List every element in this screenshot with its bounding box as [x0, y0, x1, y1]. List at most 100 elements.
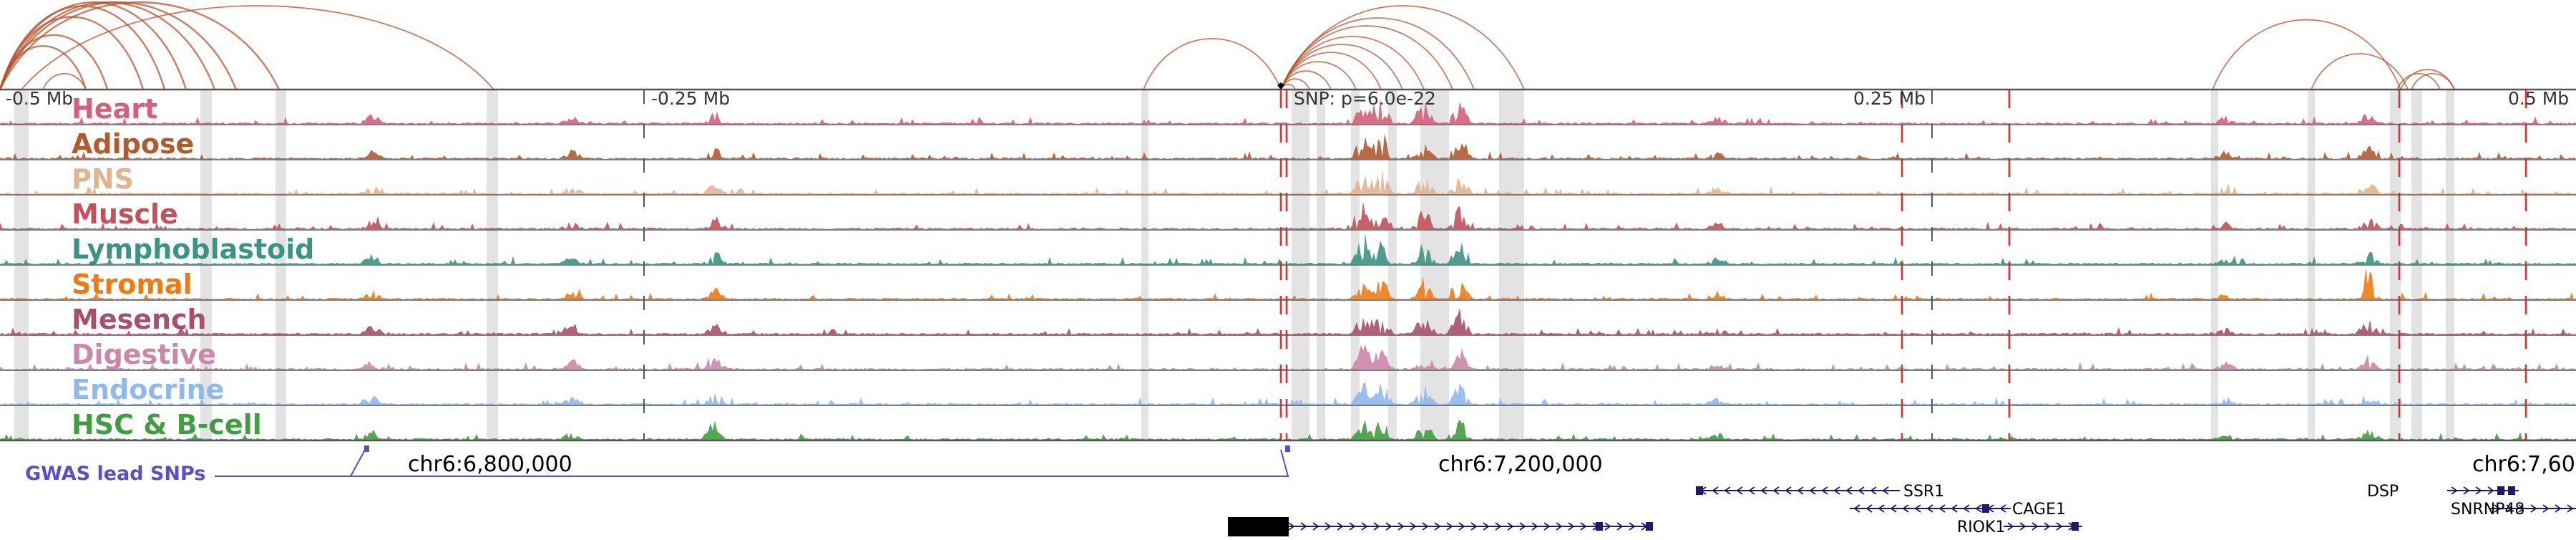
gene-riok1: RIOK1: [1957, 519, 2082, 536]
signal-area: [0, 344, 2576, 370]
strand-arrow: [1361, 522, 1368, 531]
loop-anchor: [1277, 82, 1284, 90]
signal-track-0: Heart: [0, 93, 2576, 125]
track-label: Digestive: [72, 339, 216, 370]
strand-arrow: [1809, 486, 1816, 495]
strand-arrow: [1724, 486, 1731, 495]
exon: [2497, 486, 2504, 495]
strand-arrow: [1495, 522, 1502, 531]
strand-arrow: [1712, 486, 1719, 495]
gene-dsp: DSP: [2367, 483, 2519, 501]
strand-arrow: [2506, 504, 2513, 513]
exon: [1696, 486, 1703, 495]
strand-arrow: [2031, 522, 2039, 531]
track-frame: [0, 88, 2576, 442]
gwas-snp-marker: [1285, 445, 1290, 452]
strand-arrow: [1629, 522, 1636, 531]
gene-label: DSP: [2367, 483, 2399, 501]
strand-arrow: [1324, 522, 1332, 531]
loop-arc: [2400, 69, 2455, 90]
signal-area: [0, 382, 2576, 405]
strand-arrow: [1397, 522, 1405, 531]
strand-arrow: [1902, 504, 1909, 513]
signal-area: [0, 169, 2576, 194]
loop-arc: [1280, 5, 1525, 90]
signal-track-8: Endocrine: [0, 374, 2576, 405]
strand-arrow: [2487, 486, 2494, 495]
signal-area: [0, 97, 2576, 124]
strand-arrow: [2056, 522, 2063, 531]
strand-arrow: [1300, 522, 1307, 531]
track-label: Mesench: [72, 304, 207, 335]
gene-label: CAGE1: [2012, 501, 2066, 519]
signal-track-3: Muscle: [0, 198, 2576, 230]
strand-arrow: [2019, 522, 2026, 531]
gene-label: SNRNP48: [2451, 501, 2524, 519]
gene-annotation-track: SSR1 CAGE1 RIOK1 RREB1 DSP SNRNP48: [1228, 483, 2576, 536]
offset-label: -0.5 Mb: [6, 88, 73, 109]
strand-arrow: [1507, 522, 1514, 531]
strand-arrow: [1337, 522, 1344, 531]
signal-area: [0, 269, 2576, 299]
signal-track-9: HSC & B-cell: [0, 409, 2576, 440]
strand-arrow: [1458, 522, 1465, 531]
track-label: Stromal: [72, 269, 192, 300]
strand-arrow: [1865, 504, 1873, 513]
loop-arc: [0, 1, 238, 90]
strand-arrow: [1556, 522, 1563, 531]
offset-label: SNP: p=6.0e-22: [1294, 88, 1436, 109]
chr-coordinate-label: chr6:6,800,000: [408, 452, 572, 477]
strand-arrow: [2530, 504, 2537, 513]
loop-arc: [2411, 72, 2455, 90]
gene-cage1: CAGE1: [1850, 501, 2066, 519]
strand-arrow: [1821, 486, 1828, 495]
strand-arrow: [2555, 504, 2562, 513]
strand-arrow: [2451, 486, 2458, 495]
loop-arc: [2311, 53, 2409, 90]
strand-arrow: [1748, 486, 1755, 495]
strand-arrow: [1349, 522, 1356, 531]
signal-track-6: Mesench: [0, 304, 2576, 335]
gwas-track-label: GWAS lead SNPs: [25, 463, 205, 485]
strand-arrow: [1543, 522, 1551, 531]
strand-arrow: [1736, 486, 1743, 495]
strand-arrow: [2542, 504, 2550, 513]
strand-arrow: [1470, 522, 1478, 531]
gene-ssr1: SSR1: [1696, 483, 1944, 501]
loop-arc: [0, 1, 187, 90]
track-label: PNS: [72, 163, 134, 195]
strand-arrow: [1858, 486, 1865, 495]
offset-label: 0.5 Mb: [2508, 88, 2569, 109]
strand-arrow: [1580, 522, 1587, 531]
gene-label: RIOK1: [1957, 519, 2006, 536]
track-label: Lymphoblastoid: [72, 233, 314, 265]
strand-arrow: [1288, 522, 1295, 531]
loop-arc: [0, 16, 145, 90]
offset-label: -0.25 Mb: [651, 88, 730, 109]
strand-arrow: [1483, 522, 1490, 531]
signal-track-5: Stromal: [0, 269, 2576, 300]
strand-arrow: [1938, 504, 1946, 513]
signal-track-1: Adipose: [0, 128, 2576, 160]
loop-arc: [1280, 61, 1357, 90]
exon: [2072, 522, 2079, 531]
loop-arc: [2396, 72, 2441, 90]
strand-arrow: [1845, 486, 1853, 495]
track-label: HSC & B-cell: [72, 409, 262, 440]
gene-rreb1: RREB1: [1228, 517, 1653, 536]
strand-arrow: [2518, 504, 2525, 513]
loop-arc: [1143, 37, 1282, 90]
signal-area: [0, 133, 2576, 159]
strand-arrow: [1385, 522, 1392, 531]
strand-arrow: [1760, 486, 1767, 495]
strand-arrow: [1531, 522, 1538, 531]
signal-area: [0, 420, 2576, 440]
signal-area: [0, 308, 2576, 334]
strand-arrow: [2494, 504, 2501, 513]
loop-arc: [0, 44, 87, 90]
strand-arrow: [1434, 522, 1441, 531]
track-label: Endocrine: [72, 374, 224, 405]
